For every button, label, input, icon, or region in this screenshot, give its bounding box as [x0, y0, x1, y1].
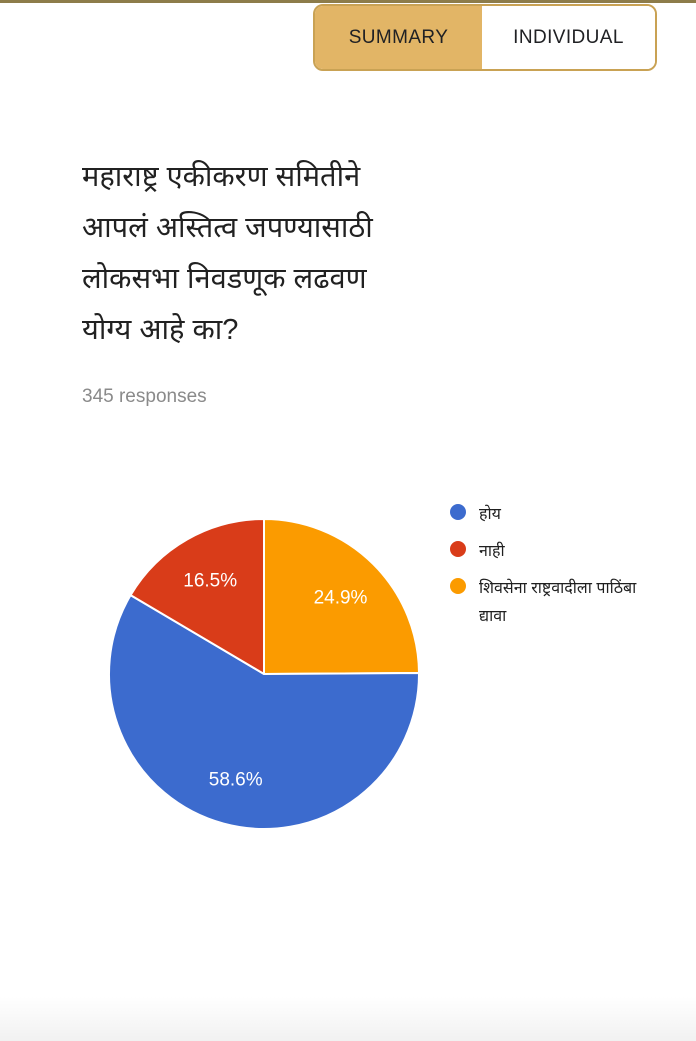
tab-bar: SUMMARY INDIVIDUAL [313, 4, 657, 71]
page-top-border [0, 0, 696, 3]
question-line: आपलं अस्तित्व जपण्यासाठी [82, 212, 373, 244]
legend-label: नाही [479, 543, 505, 560]
legend-dot-orange [450, 578, 466, 594]
legend-label: शिवसेना राष्ट्रवादीला पाठिंबा द्यावा [479, 580, 637, 625]
tab-individual[interactable]: INDIVIDUAL [482, 6, 655, 69]
pie-slice[interactable] [108, 594, 421, 830]
question-title: महाराष्ट्र एकीकरण समितीने आपलं अस्तित्व … [82, 152, 522, 356]
pie-slice-percentage: 24.9% [314, 588, 368, 609]
pie-slice-percentage: 16.5% [183, 570, 237, 591]
legend-dot-blue [450, 504, 466, 520]
legend-label: होय [479, 506, 501, 523]
question-line: योग्य आहे का? [82, 314, 239, 346]
pie-slice-percentage: 58.6% [209, 769, 263, 790]
legend-item-nahi: नाही [450, 538, 637, 566]
bottom-fade [0, 996, 696, 1041]
legend-item-shivsena: शिवसेना राष्ट्रवादीला पाठिंबा द्यावा [450, 575, 637, 631]
pie-chart[interactable]: 24.9% 58.6% 16.5% [99, 509, 429, 839]
legend-item-hoy: होय [450, 501, 637, 529]
legend-dot-red [450, 541, 466, 557]
tab-summary[interactable]: SUMMARY [315, 6, 482, 69]
question-line: लोकसभा निवडणूक लढवण [82, 263, 367, 295]
pie-chart-region: 24.9% 58.6% 16.5% होय नाही शिवसेना राष्ट्र… [0, 470, 696, 870]
pie-slice[interactable] [129, 518, 265, 675]
pie-slice[interactable] [263, 518, 420, 675]
response-count: 345 responses [82, 386, 207, 407]
chart-legend: होय नाही शिवसेना राष्ट्रवादीला पाठिंबा द… [450, 501, 637, 631]
question-line: महाराष्ट्र एकीकरण समितीने [82, 161, 361, 193]
